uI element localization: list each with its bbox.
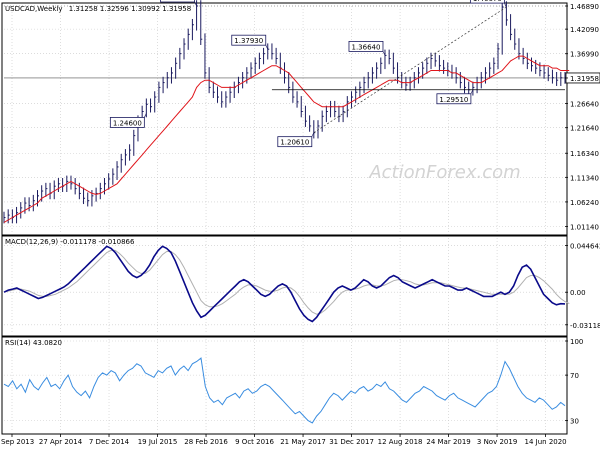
price-panel-frame [1,2,568,236]
macd-grid [4,245,565,326]
x-tick-label: 28 Feb 2016 [184,438,228,446]
price-annotation-label: 1.29510 [439,96,468,104]
price-tick-label: 1.21640 [570,125,599,133]
price-tick-label: 1.16340 [570,150,599,158]
price-panel-title: USDCAD,Weekly 1.31258 1.32596 1.30992 1.… [5,5,191,13]
price-annotation-box [436,93,472,105]
x-tick-label: 9 Oct 2016 [235,438,274,446]
price-annotation-pointer [382,51,386,56]
macd-panel-title: MACD(12,26,9) -0.011178 -0.010866 [5,238,135,246]
sma-line [3,55,570,223]
price-tick-label: 1.36990 [570,51,599,59]
price-annotation-box [348,41,384,52]
price-annotation-label: 1.24600 [113,119,142,127]
x-tick-label: 21 May 2017 [280,438,326,446]
symbol-label: USDCAD,Weekly [5,5,63,13]
rsi-tick-label: 100 [570,338,583,346]
price-tick-label: 1.01140 [570,224,599,232]
x-tick-label: 27 Apr 2014 [39,438,83,446]
price-y-axis: 1.46890 1.42090 1.36990 1.31958 1.26640 1.216… [565,3,599,232]
x-tick-label: 31 Dec 2017 [329,438,374,446]
rsi-panel-frame [1,336,568,435]
rsi-series [3,357,566,424]
price-grid [4,5,565,432]
price-annotation-box [469,0,505,4]
price-tick-label: 1.11340 [570,174,599,182]
macd-tick-label: -0.031183 [570,322,600,330]
price-annotation-box [231,34,267,46]
price-tick-label: 1.46890 [570,3,599,11]
rsi-tick-label: 70 [570,372,579,380]
x-tick-label: 7 Dec 2014 [89,438,130,446]
price-tick-label: 1.06240 [570,199,599,207]
price-annotation-pointer [311,132,315,137]
price-annotation-pointer [144,113,147,118]
price-tick-label: 1.42090 [570,26,599,34]
price-tick-label: 1.31958 [570,75,599,83]
x-tick-label: 15 Sep 2013 [0,438,34,446]
macd-line [3,245,566,323]
x-tick-label: 12 Aug 2018 [378,438,423,446]
price-annotation-pointer [194,1,197,7]
macd-panel-frame [1,235,568,337]
rsi-tick-label: 30 [570,418,579,426]
price-annotation-pointer [504,2,507,8]
price-annotation-label: 1.46890 [163,0,192,2]
price-annotation-label: 1.37930 [234,37,263,45]
price-annotations: 1.46890 1.37930 1.24600 1.20610 1.36640 1.295… [109,0,507,148]
watermark: ActionForex.com [368,162,520,183]
x-tick-label: 19 Jul 2015 [138,438,178,446]
macd-tick-label: 0.00 [570,289,586,297]
x-tick-label: 3 Nov 2019 [477,438,517,446]
rsi-panel-title: RSI(14) 43.0820 [5,339,62,347]
rsi-line [3,357,566,424]
x-axis: 15 Sep 2013 27 Apr 2014 7 Dec 2014 19 Jul 2… [0,434,567,446]
ohlc-values: 1.31258 1.32596 1.30992 1.31958 [69,5,191,13]
price-annotation-label: 1.20610 [280,139,309,147]
price-annotation-pointer [265,45,269,50]
rsi-grid [4,340,565,421]
rsi-y-axis: 100 70 30 [565,338,583,426]
x-tick-label: 24 Mar 2019 [426,438,470,446]
price-annotation-box [277,136,313,148]
price-annotation-box [160,0,195,3]
price-annotation-label: 1.46670 [473,0,502,3]
price-annotation-pointer [470,89,474,94]
macd-series [3,245,570,323]
price-annotation-label: 1.36640 [352,43,381,51]
price-tick-label: 1.26640 [570,101,599,109]
price-series [3,0,600,224]
macd-tick-label: 0.044642 [570,243,600,251]
x-tick-label: 14 Jun 2020 [525,438,567,446]
price-annotation-box [109,117,145,128]
macd-y-axis: 0.044642 0.00 -0.031183 [565,243,600,330]
